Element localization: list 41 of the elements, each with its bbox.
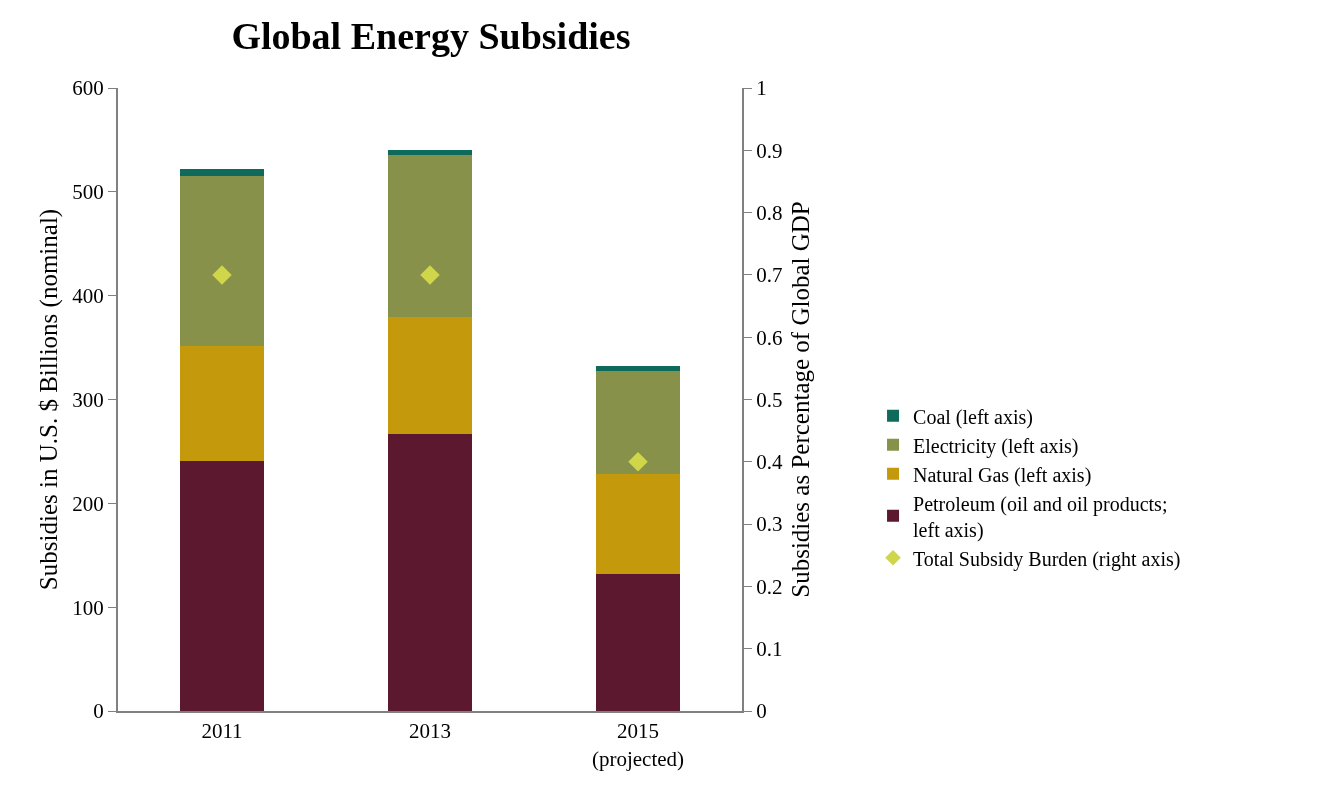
y-tick-label: 300 [72,387,104,412]
y-tick-label: 400 [72,284,104,309]
y2-tick-label: 0.7 [756,263,783,288]
y2-axis-title: Subsidies as Percentage of Global GDP [787,201,815,598]
y2-tick-label: 0.9 [756,138,783,163]
y2-tick-label: 0.6 [756,325,783,350]
x-tick-label: 2013 [409,719,451,744]
bar [180,176,264,346]
legend-label: Electricity (left axis) [913,434,1079,458]
y2-tick-label: 0.8 [756,200,783,225]
bar [388,155,472,318]
bar [180,460,264,711]
y2-tick-label: 0.3 [756,512,783,537]
bar [596,474,680,574]
y2-tick-label: 0.4 [756,450,783,475]
y2-tick-label: 1 [756,76,767,101]
y-tick-label: 600 [72,76,104,101]
bar [388,150,472,156]
y-tick-label: 0 [93,699,104,724]
legend-label: Petroleum (oil and oil products; left axis) [913,492,1168,542]
y2-tick-label: 0.1 [756,637,783,662]
bar [596,366,680,372]
bar [180,168,264,177]
bar [180,345,264,461]
legend-label: Coal (left axis) [913,405,1034,429]
y2-tick-label: 0.2 [756,574,783,599]
x-tick-label: 2011 [201,719,243,744]
y-tick-label: 100 [72,595,104,620]
y-tick-label: 500 [72,180,104,205]
y-axis-title: Subsidies in U.S. $ Billions (nominal) [34,208,63,591]
bar [596,371,680,475]
bar [388,317,472,434]
legend-label: Natural Gas (left axis) [913,463,1092,487]
bar [596,573,680,711]
y2-tick-label: 0.5 [756,387,783,412]
legend-label: Total Subsidy Burden (right axis) [913,547,1181,571]
y-tick-label: 200 [72,491,104,516]
chart-title: Global Energy Subsidies [231,15,631,58]
x-tick-label: 2015 (projected) [591,719,685,771]
y2-tick-label: 0 [756,699,767,724]
bar [388,433,472,711]
